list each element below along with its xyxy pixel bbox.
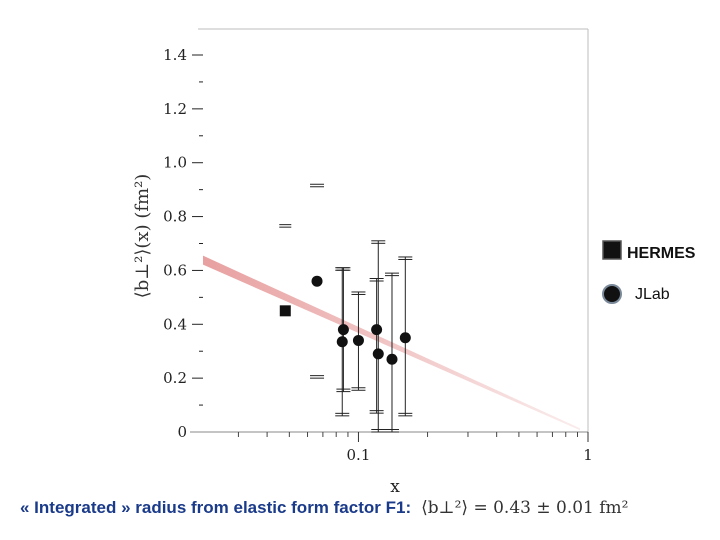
jlab-point [337, 324, 349, 336]
jlab-point [372, 348, 384, 360]
hermes-point [279, 305, 291, 317]
caption-formula: ⟨b⊥²⟩ = 0.43 ± 0.01 fm² [421, 498, 629, 518]
y-tick-label: 1.2 [163, 100, 187, 118]
legend-hermes-label: HERMES [627, 245, 696, 262]
jlab-point [352, 334, 364, 346]
caption: « Integrated » radius from elastic form … [20, 498, 720, 528]
legend-jlab-marker [602, 284, 622, 304]
legend-jlab-label: JLab [635, 286, 670, 303]
jlab-point [371, 324, 383, 336]
y-tick-label: 0 [177, 423, 187, 441]
error-bars [279, 183, 413, 433]
legend: HERMES JLab [602, 240, 696, 304]
caption-text: « Integrated » radius from elastic form … [20, 498, 412, 517]
plot-frame [190, 28, 589, 433]
y-tick-label: 0.2 [163, 369, 187, 387]
jlab-point [386, 353, 398, 365]
y-tick-label: 1.0 [163, 154, 187, 172]
jlab-point [336, 336, 348, 348]
y-tick-label: 0.4 [163, 315, 187, 333]
jlab-point [399, 332, 411, 344]
y-tick-label: 0.6 [163, 261, 187, 279]
x-axis-title: x [390, 477, 400, 497]
y-tick-label: 1.4 [163, 46, 187, 64]
jlab-point [311, 275, 323, 287]
x-tick-label: 1 [583, 446, 593, 464]
legend-hermes-marker [602, 240, 622, 260]
y-axis-title: ⟨b⊥²⟩(x) (fm²) [132, 174, 153, 299]
y-axis: 0 0.2 0.4 0.6 0.8 1.0 1.2 1.4 [163, 46, 203, 441]
y-tick-label: 0.8 [163, 208, 187, 226]
x-tick-label: 0.1 [347, 446, 371, 464]
x-axis: 0.1 1 [237, 432, 593, 464]
data-markers [279, 275, 411, 365]
